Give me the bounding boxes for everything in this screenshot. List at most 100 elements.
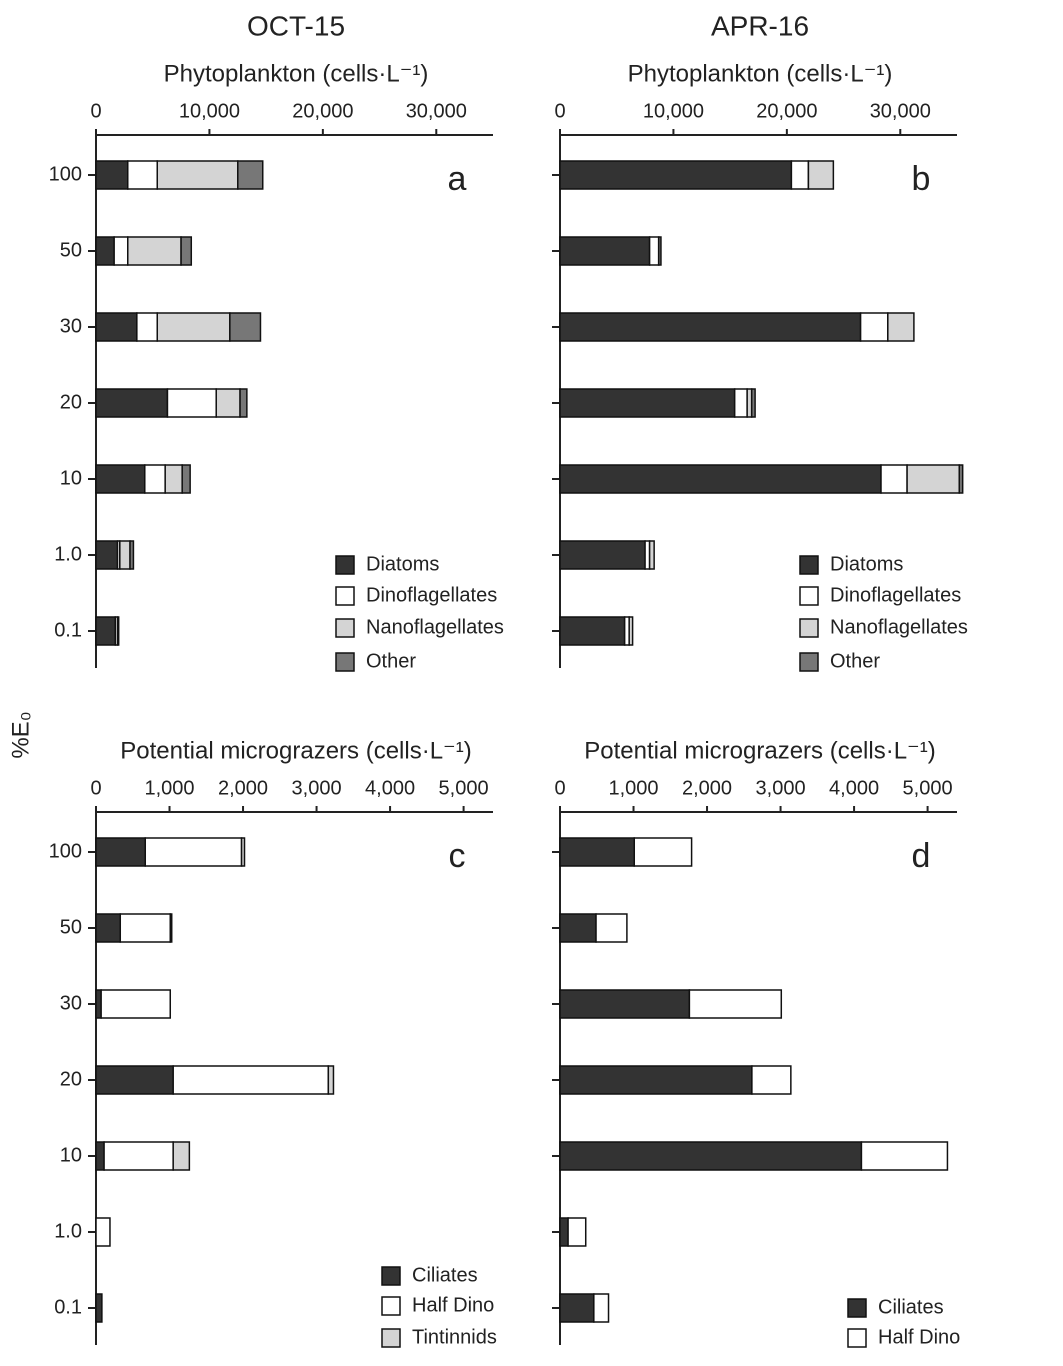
bar-segment [100,989,172,1019]
legend-swatch [381,1296,401,1316]
y-tick-label: 10 [60,1144,82,1166]
bar-segment [906,464,961,494]
x-tick-label: 4,000 [365,777,415,799]
bar-segment [95,1141,105,1171]
panel-label: d [912,837,931,875]
x-tick-label: 0 [90,100,101,122]
legend-swatch [335,586,355,606]
panel-label: a [448,160,467,198]
bar-segment [156,312,231,342]
x-axis-label: Potential micrograzers (cells·L⁻¹) [120,737,471,764]
x-tick-label: 0 [554,777,565,799]
bar-segment [229,312,262,342]
bar-segment [95,989,102,1019]
x-tick-label: 3,000 [292,777,342,799]
bar-segment [156,160,239,190]
bar-segment [887,312,915,342]
bar-segment [95,388,169,418]
y-tick-label: 100 [49,840,82,862]
bar-segment [169,913,173,943]
bar-segment [95,1293,103,1323]
bar-segment [559,1217,569,1247]
y-tick-label: 100 [49,163,82,185]
x-tick-label: 2,000 [218,777,268,799]
legend-swatch [335,618,355,638]
bar-segment [239,388,248,418]
legend-label: Dinoflagellates [366,584,497,606]
y-tick-label: 50 [60,239,82,261]
bar-segment [559,837,636,867]
bar-segment [144,464,166,494]
bar-segment [859,312,889,342]
bar-segment [559,913,597,943]
legend-swatch [381,1328,401,1348]
bar-segment [215,388,241,418]
bar-segment [95,913,122,943]
bar-segment [559,1141,863,1171]
legend-swatch [799,586,819,606]
x-axis-label: Potential micrograzers (cells·L⁻¹) [584,737,935,764]
bar-segment [559,1065,753,1095]
legend-label: Diatoms [830,553,903,575]
y-tick-label: 10 [60,467,82,489]
bar-segment [129,540,135,570]
bar-segment [657,236,662,266]
bar-segment [559,312,862,342]
x-tick-label: 1,000 [608,777,658,799]
legend-label: Half Dino [412,1294,494,1316]
x-tick-label: 20,000 [756,100,817,122]
bar-segment [172,1141,191,1171]
bar-segment [119,913,172,943]
x-tick-label: 3,000 [756,777,806,799]
bar-segment [95,1217,111,1247]
y-tick-label: 1.0 [54,543,82,565]
x-tick-label: 0 [554,100,565,122]
legend-label: Half Dino [878,1326,960,1348]
bar-segment [593,1293,610,1323]
bar-segment [95,616,117,646]
bar-segment [136,312,159,342]
x-tick-label: 5,000 [439,777,489,799]
bar-segment [181,464,191,494]
legend-swatch [799,555,819,575]
y-tick-label: 20 [60,391,82,413]
bar-segment [95,464,146,494]
bar-segment [595,913,628,943]
legend-label: Nanoflagellates [830,616,968,638]
bar-segment [116,616,120,646]
bar-segment [103,1141,174,1171]
legend-label: Ciliates [878,1296,944,1318]
legend-label: Ciliates [412,1264,478,1286]
bar-segment [119,540,131,570]
x-axis-label: Phytoplankton (cells·L⁻¹) [628,60,893,87]
bar-segment [237,160,264,190]
bar-segment [95,236,115,266]
y-tick-label: 0.1 [54,1296,82,1318]
legend-label: Nanoflagellates [366,616,504,638]
bar-segment [240,837,246,867]
bar-segment [95,1065,174,1095]
bar-segment [144,837,243,867]
bar-segment [327,1065,335,1095]
bar-segment [688,989,783,1019]
panel-title: OCT-15 [247,10,345,41]
bar-segment [733,388,748,418]
panel-label: c [449,837,466,875]
bar-segment [559,540,646,570]
bar-segment [559,1293,595,1323]
y-tick-label: 20 [60,1068,82,1090]
bar-segment [127,160,159,190]
bar-segment [790,160,810,190]
legend-swatch [381,1266,401,1286]
y-tick-label: 50 [60,916,82,938]
bar-segment [958,464,964,494]
y-axis-label: %E₀ [7,711,34,758]
bar-segment [95,540,119,570]
panel-label: b [912,160,931,198]
bar-segment [95,312,138,342]
legend-swatch [847,1328,867,1348]
bar-segment [559,388,736,418]
x-tick-label: 0 [90,777,101,799]
bar-segment [880,464,908,494]
